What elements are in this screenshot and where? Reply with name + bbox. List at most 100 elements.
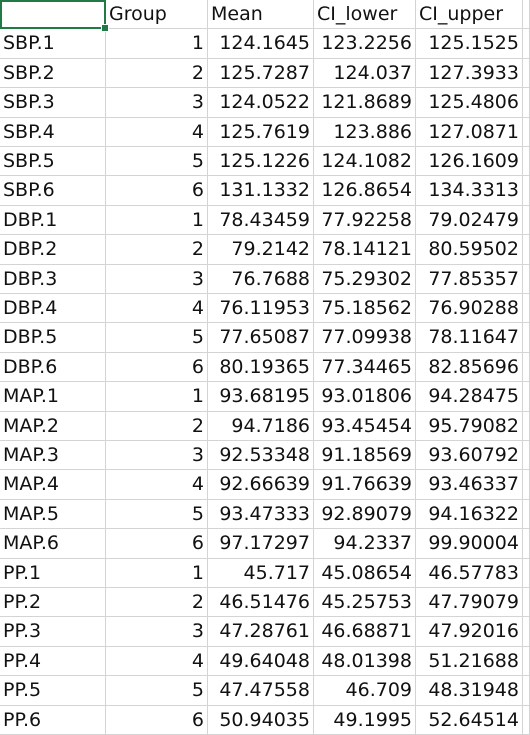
mean-cell[interactable]: 125.7619 — [208, 117, 314, 147]
group-cell[interactable]: 5 — [106, 323, 208, 353]
row-name-cell[interactable]: SBP.1 — [0, 29, 106, 59]
empty-cell[interactable] — [523, 441, 530, 471]
row-name-cell[interactable]: SBP.4 — [0, 117, 106, 147]
mean-cell[interactable]: 49.64048 — [208, 646, 314, 677]
row-name-cell[interactable]: MAP.4 — [0, 470, 106, 500]
ci-lower-cell[interactable]: 78.14121 — [314, 235, 416, 265]
row-name-cell[interactable]: DBP.6 — [0, 352, 106, 383]
row-name-cell[interactable]: SBP.3 — [0, 88, 106, 118]
row-name-cell[interactable]: DBP.5 — [0, 323, 106, 353]
mean-cell[interactable]: 93.68195 — [208, 382, 314, 412]
header-cell-group[interactable]: Group — [106, 0, 208, 30]
ci-lower-cell[interactable]: 126.8654 — [314, 176, 416, 206]
ci-upper-cell[interactable]: 76.90288 — [416, 294, 523, 324]
mean-cell[interactable]: 94.7186 — [208, 411, 314, 441]
row-name-cell[interactable]: DBP.2 — [0, 235, 106, 265]
mean-cell[interactable]: 77.65087 — [208, 323, 314, 353]
ci-upper-cell[interactable]: 51.21688 — [416, 646, 523, 677]
mean-cell[interactable]: 50.94035 — [208, 705, 314, 735]
group-cell[interactable]: 3 — [106, 617, 208, 647]
ci-upper-cell[interactable]: 127.3933 — [416, 58, 523, 89]
row-name-cell[interactable]: PP.1 — [0, 558, 106, 588]
ci-upper-cell[interactable]: 94.28475 — [416, 382, 523, 412]
ci-upper-cell[interactable]: 77.85357 — [416, 264, 523, 294]
mean-cell[interactable]: 45.717 — [208, 558, 314, 588]
mean-cell[interactable]: 46.51476 — [208, 588, 314, 618]
group-cell[interactable]: 5 — [106, 676, 208, 706]
group-cell[interactable]: 4 — [106, 470, 208, 500]
group-cell[interactable]: 5 — [106, 499, 208, 530]
mean-cell[interactable]: 125.1226 — [208, 147, 314, 177]
row-name-cell[interactable]: MAP.3 — [0, 441, 106, 471]
group-cell[interactable]: 4 — [106, 117, 208, 147]
ci-upper-cell[interactable]: 94.16322 — [416, 499, 523, 530]
group-cell[interactable]: 4 — [106, 294, 208, 324]
ci-lower-cell[interactable]: 77.09938 — [314, 323, 416, 353]
ci-upper-cell[interactable]: 134.3313 — [416, 176, 523, 206]
ci-upper-cell[interactable]: 79.02479 — [416, 205, 523, 236]
empty-cell[interactable] — [523, 411, 530, 441]
row-name-cell[interactable]: DBP.4 — [0, 294, 106, 324]
mean-cell[interactable]: 79.2142 — [208, 235, 314, 265]
header-cell-ci-upper[interactable]: CI_upper — [416, 0, 523, 30]
group-cell[interactable]: 1 — [106, 558, 208, 588]
empty-cell[interactable] — [523, 499, 530, 530]
mean-cell[interactable]: 124.1645 — [208, 29, 314, 59]
ci-upper-cell[interactable]: 82.85696 — [416, 352, 523, 383]
empty-cell[interactable] — [523, 558, 530, 588]
ci-upper-cell[interactable]: 80.59502 — [416, 235, 523, 265]
ci-upper-cell[interactable]: 46.57783 — [416, 558, 523, 588]
empty-cell[interactable] — [523, 646, 530, 677]
header-cell-rowname[interactable] — [0, 0, 106, 30]
mean-cell[interactable]: 92.66639 — [208, 470, 314, 500]
empty-cell[interactable] — [523, 529, 530, 559]
group-cell[interactable]: 2 — [106, 58, 208, 89]
ci-upper-cell[interactable]: 125.1525 — [416, 29, 523, 59]
row-name-cell[interactable]: SBP.5 — [0, 147, 106, 177]
empty-cell[interactable] — [523, 382, 530, 412]
group-cell[interactable]: 6 — [106, 529, 208, 559]
empty-cell[interactable] — [523, 147, 530, 177]
ci-lower-cell[interactable]: 94.2337 — [314, 529, 416, 559]
ci-lower-cell[interactable]: 77.92258 — [314, 205, 416, 236]
empty-cell[interactable] — [523, 352, 530, 383]
row-name-cell[interactable]: DBP.1 — [0, 205, 106, 236]
row-name-cell[interactable]: PP.3 — [0, 617, 106, 647]
mean-cell[interactable]: 92.53348 — [208, 441, 314, 471]
ci-lower-cell[interactable]: 49.1995 — [314, 705, 416, 735]
empty-cell[interactable] — [523, 705, 530, 735]
empty-cell[interactable] — [523, 676, 530, 706]
header-cell-mean[interactable]: Mean — [208, 0, 314, 30]
group-cell[interactable]: 5 — [106, 147, 208, 177]
ci-lower-cell[interactable]: 45.25753 — [314, 588, 416, 618]
ci-lower-cell[interactable]: 48.01398 — [314, 646, 416, 677]
mean-cell[interactable]: 125.7287 — [208, 58, 314, 89]
ci-lower-cell[interactable]: 77.34465 — [314, 352, 416, 383]
ci-upper-cell[interactable]: 47.92016 — [416, 617, 523, 647]
empty-cell[interactable] — [523, 88, 530, 118]
fill-handle[interactable] — [101, 24, 109, 32]
group-cell[interactable]: 2 — [106, 411, 208, 441]
row-name-cell[interactable]: SBP.2 — [0, 58, 106, 89]
group-cell[interactable]: 1 — [106, 382, 208, 412]
group-cell[interactable]: 6 — [106, 705, 208, 735]
ci-lower-cell[interactable]: 123.2256 — [314, 29, 416, 59]
ci-upper-cell[interactable]: 47.79079 — [416, 588, 523, 618]
empty-cell[interactable] — [523, 235, 530, 265]
empty-cell[interactable] — [523, 264, 530, 294]
empty-cell[interactable] — [523, 588, 530, 618]
ci-upper-cell[interactable]: 127.0871 — [416, 117, 523, 147]
ci-upper-cell[interactable]: 78.11647 — [416, 323, 523, 353]
mean-cell[interactable]: 131.1332 — [208, 176, 314, 206]
mean-cell[interactable]: 93.47333 — [208, 499, 314, 530]
ci-upper-cell[interactable]: 52.64514 — [416, 705, 523, 735]
group-cell[interactable]: 1 — [106, 205, 208, 236]
row-name-cell[interactable]: PP.4 — [0, 646, 106, 677]
empty-cell[interactable] — [523, 117, 530, 147]
group-cell[interactable]: 6 — [106, 352, 208, 383]
ci-lower-cell[interactable]: 124.037 — [314, 58, 416, 89]
group-cell[interactable]: 3 — [106, 264, 208, 294]
row-name-cell[interactable]: DBP.3 — [0, 264, 106, 294]
mean-cell[interactable]: 47.47558 — [208, 676, 314, 706]
ci-lower-cell[interactable]: 91.18569 — [314, 441, 416, 471]
